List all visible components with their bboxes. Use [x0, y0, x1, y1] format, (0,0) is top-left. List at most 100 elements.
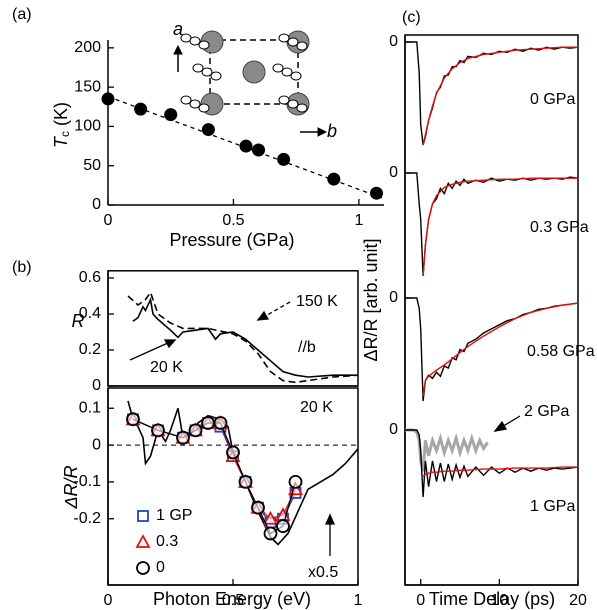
- crystal-inset: [173, 30, 328, 137]
- arrow-head: [493, 420, 508, 432]
- y-tick-label: 0: [389, 421, 398, 438]
- y-tick-label: 200: [74, 39, 101, 56]
- y-axis-label: ΔR/R [arb. unit]: [361, 238, 381, 361]
- y-tick-label: 0: [389, 33, 398, 50]
- panel-label: (c): [402, 9, 421, 26]
- legend-label: 1 GP: [156, 507, 192, 524]
- data-point: [188, 423, 203, 438]
- trace-line: [422, 466, 578, 477]
- y-label-unit: (K): [51, 102, 71, 131]
- data-point: [327, 172, 341, 186]
- plot-frame: [404, 34, 579, 586]
- y-label-subscript: c: [58, 131, 72, 137]
- data-point: [134, 102, 148, 116]
- arrow-head: [173, 44, 183, 55]
- data-point: [226, 445, 240, 460]
- trace-label: 0.3 GPa: [530, 219, 589, 236]
- arrows: [129, 301, 521, 556]
- data-point: [239, 139, 253, 153]
- trace-line: [422, 302, 579, 397]
- data-point: [201, 416, 215, 430]
- data-point: [101, 92, 115, 106]
- trace-line: [422, 177, 578, 277]
- legend-label: 0: [156, 559, 165, 576]
- trace-line: [422, 46, 578, 146]
- x-tick-label: 0.5: [222, 592, 244, 609]
- x-tick-label: 20: [569, 592, 587, 609]
- panel-label: (a): [12, 6, 32, 23]
- y-tick-label: 150: [74, 78, 101, 95]
- data-point: [151, 423, 165, 438]
- x-tick-label: 10: [490, 592, 508, 609]
- x-tick-label: 1: [354, 592, 363, 609]
- x-axis-label: Time Delay (ps): [429, 589, 555, 609]
- spectrum-line: [132, 296, 358, 378]
- trace-label: 0 GPa: [530, 91, 575, 108]
- y-tick-label: 0: [92, 196, 101, 213]
- data-point: [276, 519, 290, 533]
- annotation-arrow: [261, 301, 291, 319]
- y-axis-label: R: [72, 311, 85, 331]
- y-axis-label: ΔR/R: [61, 465, 81, 509]
- data-point: [369, 186, 383, 200]
- series-label: 2 GPa: [524, 403, 569, 420]
- y-tick-label: 0: [92, 377, 101, 394]
- data-point: [164, 108, 178, 122]
- annotation: //b: [298, 339, 316, 356]
- y-axis-label: Tc (K): [51, 102, 72, 148]
- y-tick-label: -0.2: [73, 510, 101, 527]
- data-point: [251, 500, 265, 515]
- data-point: [288, 474, 303, 489]
- x-axis-label: Photon Energy (eV): [153, 589, 311, 609]
- x-axis-label: Pressure (GPa): [169, 230, 294, 250]
- arrow-head: [324, 513, 336, 525]
- series-label: 20 K: [150, 359, 183, 376]
- plot-frame: [107, 270, 359, 387]
- x-tick-label: 0: [416, 592, 425, 609]
- x-tick-label: 0: [104, 212, 113, 229]
- trace-label: 1 GPa: [530, 498, 575, 515]
- data-point: [126, 412, 140, 427]
- legend-marker: [137, 510, 149, 522]
- data-point: [263, 526, 278, 541]
- spectrum-line: [127, 290, 359, 384]
- data-point: [213, 416, 228, 430]
- legend-marker: [135, 534, 151, 548]
- legend-marker: [136, 561, 150, 575]
- y-tick-label: 0: [92, 436, 101, 453]
- trace-label: 0.58 GPa: [527, 343, 595, 360]
- legend-label: 0.3: [156, 533, 178, 550]
- x-tick-label: 1: [354, 212, 363, 229]
- inset-axis-label: b: [327, 121, 337, 141]
- annotation: x0.5: [308, 564, 338, 581]
- y-tick-label: 100: [74, 118, 101, 135]
- arrow-head: [256, 310, 270, 321]
- y-tick-label: 0.4: [79, 305, 101, 322]
- y-tick-label: 0.6: [79, 269, 101, 286]
- y-tick-label: -0.1: [73, 473, 101, 490]
- y-tick-label: 0.1: [79, 399, 101, 416]
- plot-frame: [107, 387, 359, 586]
- data-point: [252, 143, 266, 157]
- x-tick-label: 0.5: [222, 212, 244, 229]
- data-point: [277, 152, 291, 166]
- trace-line: [405, 428, 489, 472]
- data-point: [201, 123, 215, 137]
- data-point: [176, 430, 190, 445]
- y-tick-label: 50: [83, 157, 101, 174]
- annotation-arrow: [129, 341, 171, 361]
- donors: [180, 33, 308, 113]
- panel-label: (b): [12, 259, 32, 276]
- data-point: [238, 474, 253, 489]
- annotation: 20 K: [300, 399, 333, 416]
- y-tick-label: 0: [389, 289, 398, 306]
- y-tick-label: 0: [389, 164, 398, 181]
- x-tick-label: 0: [104, 592, 113, 609]
- arrow-head: [163, 339, 177, 349]
- y-label-symbol: T: [51, 135, 71, 148]
- data-point: [262, 510, 279, 525]
- y-tick-label: 0.2: [79, 341, 101, 358]
- series-label: 150 K: [296, 293, 338, 310]
- inset-axis-label: a: [173, 19, 183, 39]
